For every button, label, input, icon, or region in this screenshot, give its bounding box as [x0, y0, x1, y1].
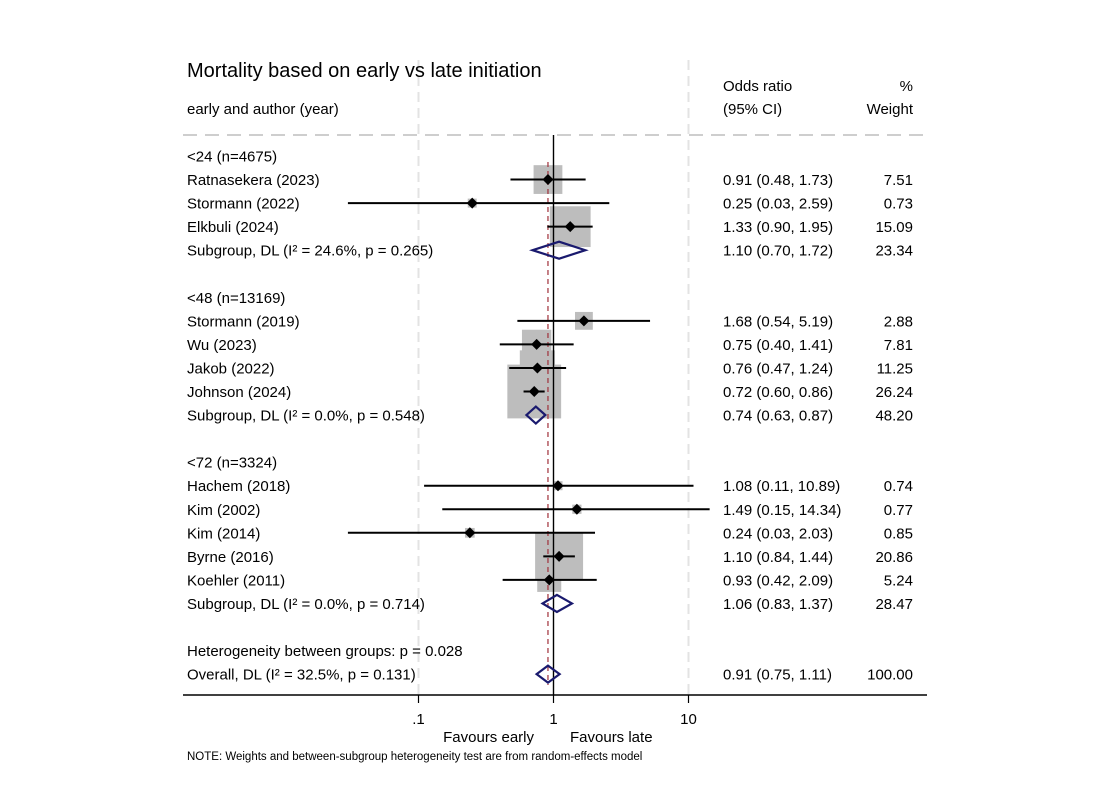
- x-tick-label: .1: [412, 711, 425, 728]
- or-ci-value: 0.72 (0.60, 0.86): [723, 384, 833, 401]
- weight-value: 100.00: [867, 667, 913, 684]
- favours-left-label: Favours early: [443, 729, 534, 746]
- point-estimate: [464, 527, 476, 539]
- or-ci-value: 0.74 (0.63, 0.87): [723, 408, 833, 425]
- subgroup-label: Subgroup, DL (I² = 24.6%, p = 0.265): [187, 243, 433, 260]
- or-ci-value: 1.10 (0.84, 1.44): [723, 549, 833, 566]
- weight-value: 7.81: [884, 337, 913, 354]
- weight-value: 2.88: [884, 313, 913, 330]
- x-axis: .1 1 10: [183, 694, 927, 728]
- study-label: Kim (2014): [187, 525, 260, 542]
- study-label: Koehler (2011): [187, 572, 285, 589]
- study-label: Wu (2023): [187, 337, 257, 354]
- study-label: Stormann (2019): [187, 313, 300, 330]
- study-label: Johnson (2024): [187, 384, 291, 401]
- or-ci-value: 1.10 (0.70, 1.72): [723, 243, 833, 260]
- point-estimate: [578, 315, 590, 327]
- weight-header-line2: Weight: [867, 101, 914, 118]
- x-tick-label: 1: [549, 711, 557, 728]
- point-estimate: [564, 221, 576, 233]
- study-label: Byrne (2016): [187, 549, 274, 566]
- or-ci-value: 0.93 (0.42, 2.09): [723, 572, 833, 589]
- grid-layer: [183, 60, 930, 695]
- or-ci-value: 0.24 (0.03, 2.03): [723, 525, 833, 542]
- weight-value: 11.25: [877, 360, 913, 377]
- reference-lines: [547, 135, 555, 695]
- study-label: Stormann (2022): [187, 196, 300, 213]
- weight-value: 7.51: [884, 172, 913, 189]
- or-ci-value: 1.49 (0.15, 14.34): [723, 502, 841, 519]
- weight-value: 20.86: [875, 549, 913, 566]
- point-estimate: [528, 386, 540, 397]
- weight-value: 0.85: [884, 525, 913, 542]
- subgroup-label: Subgroup, DL (I² = 0.0%, p = 0.714): [187, 596, 425, 613]
- overall-label: Overall, DL (I² = 32.5%, p = 0.131): [187, 667, 416, 684]
- or-ci-value: 0.91 (0.75, 1.11): [723, 667, 832, 684]
- point-estimate: [543, 574, 555, 586]
- or-ci-value: 0.91 (0.48, 1.73): [723, 172, 833, 189]
- or-ci-value: 1.33 (0.90, 1.95): [723, 219, 833, 236]
- subgroup-diamond: [540, 593, 575, 614]
- heterogeneity-label: Heterogeneity between groups: p = 0.028: [187, 643, 463, 660]
- footnote: NOTE: Weights and between-subgroup heter…: [187, 751, 642, 763]
- or-ci-value: 0.25 (0.03, 2.59): [723, 196, 833, 213]
- or-ci-value: 1.68 (0.54, 5.19): [723, 313, 833, 330]
- study-label: Ratnasekera (2023): [187, 172, 320, 189]
- or-ci-value: 1.08 (0.11, 10.89): [723, 478, 840, 495]
- overall-diamond: [534, 664, 562, 684]
- point-estimate: [466, 197, 478, 209]
- or-header-line1: Odds ratio: [723, 78, 792, 95]
- left-header: early and author (year): [187, 101, 339, 118]
- chart-title: Mortality based on early vs late initiat…: [187, 60, 542, 82]
- favours-right-label: Favours late: [570, 729, 653, 746]
- weight-box-layer: [464, 165, 593, 592]
- weight-value: 0.73: [884, 196, 913, 213]
- point-estimate: [552, 480, 564, 492]
- point-estimate: [531, 338, 543, 350]
- study-label: Kim (2002): [187, 502, 260, 519]
- subgroup-diamond: [528, 240, 589, 260]
- weight-value: 0.74: [884, 478, 913, 495]
- weight-value: 15.09: [875, 219, 913, 236]
- weight-value: 5.24: [884, 572, 913, 589]
- study-label: Jakob (2022): [187, 360, 275, 377]
- weight-value: 26.24: [875, 384, 913, 401]
- point-estimate: [531, 362, 543, 374]
- study-label: Elkbuli (2024): [187, 219, 279, 236]
- group-label: <24 (n=4675): [187, 149, 277, 166]
- point-estimate: [553, 550, 565, 562]
- weight-value: 28.47: [875, 596, 913, 613]
- or-header-line2: (95% CI): [723, 101, 782, 118]
- or-ci-value: 0.75 (0.40, 1.41): [723, 337, 833, 354]
- text-layer: Mortality based on early vs late initiat…: [187, 60, 914, 763]
- weight-header-line1: %: [900, 78, 913, 95]
- point-estimate: [571, 503, 583, 515]
- group-label: <72 (n=3324): [187, 455, 277, 472]
- subgroup-label: Subgroup, DL (I² = 0.0%, p = 0.548): [187, 408, 425, 425]
- weight-value: 23.34: [875, 243, 913, 260]
- group-label: <48 (n=13169): [187, 290, 285, 307]
- or-ci-value: 0.76 (0.47, 1.24): [723, 360, 833, 377]
- weight-value: 48.20: [875, 408, 913, 425]
- point-estimate: [542, 174, 554, 186]
- study-label: Hachem (2018): [187, 478, 290, 495]
- marker-layer: [347, 174, 710, 684]
- or-ci-value: 1.06 (0.83, 1.37): [723, 596, 833, 613]
- x-tick-label: 10: [680, 711, 697, 728]
- weight-value: 0.77: [884, 502, 913, 519]
- subgroup-diamond: [524, 405, 547, 426]
